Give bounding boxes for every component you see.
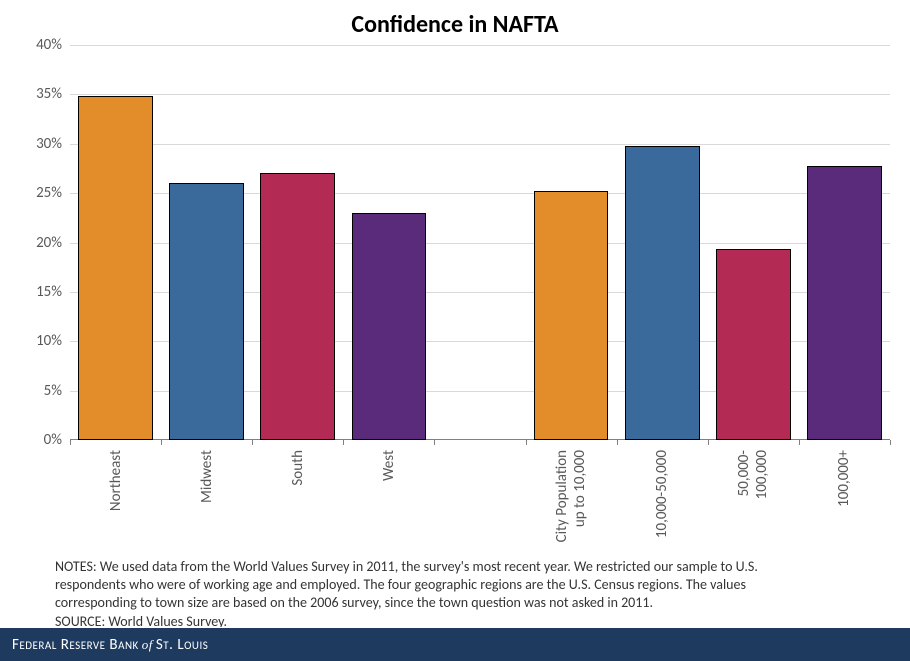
notes-line: NOTES: We used data from the World Value… bbox=[55, 558, 758, 576]
x-axis-label: Northeast bbox=[116, 389, 134, 450]
y-axis-label: 25% bbox=[36, 184, 62, 202]
y-axis-label: 5% bbox=[44, 382, 62, 400]
notes-line: respondents who were of working age and … bbox=[55, 576, 758, 594]
x-axis-label: South bbox=[298, 414, 316, 450]
gridline bbox=[70, 45, 890, 46]
y-axis-label: 0% bbox=[44, 431, 62, 449]
gridline bbox=[70, 94, 890, 95]
footer-org-1: Federal Reserve Bank bbox=[12, 636, 139, 654]
x-axis-label: Midwest bbox=[207, 397, 225, 450]
x-axis-label: 50,000-100,000 bbox=[753, 401, 789, 450]
x-axis-label: 100,000+ bbox=[844, 393, 862, 450]
x-tick bbox=[526, 440, 527, 445]
y-axis-label: 30% bbox=[36, 135, 62, 153]
bar bbox=[260, 173, 335, 440]
footer-bar: Federal Reserve Bank of St. Louis bbox=[0, 627, 910, 661]
x-axis-label: 10,000-50,000 bbox=[662, 362, 680, 450]
chart-title: Confidence in NAFTA bbox=[0, 0, 910, 44]
y-axis-label: 10% bbox=[36, 332, 62, 350]
x-axis-label: West bbox=[389, 419, 407, 450]
y-axis-label: 20% bbox=[36, 234, 62, 252]
x-tick bbox=[343, 440, 344, 445]
y-axis-label: 40% bbox=[36, 36, 62, 54]
notes-line: corresponding to town size are based on … bbox=[55, 594, 758, 612]
x-tick bbox=[890, 440, 891, 445]
gridline bbox=[70, 144, 890, 145]
x-tick bbox=[799, 440, 800, 445]
chart-notes: NOTES: We used data from the World Value… bbox=[55, 558, 758, 631]
x-tick bbox=[252, 440, 253, 445]
footer-org-2: St. Louis bbox=[156, 636, 208, 654]
footer-of: of bbox=[142, 637, 153, 653]
x-tick bbox=[434, 440, 435, 445]
x-axis-label: City Populationup to 10,000 bbox=[571, 358, 607, 450]
plot-area bbox=[70, 45, 890, 440]
x-tick bbox=[708, 440, 709, 445]
x-tick bbox=[617, 440, 618, 445]
x-tick bbox=[161, 440, 162, 445]
x-tick bbox=[70, 440, 71, 445]
bar bbox=[352, 213, 427, 440]
chart-container: Confidence in NAFTA NOTES: We used data … bbox=[0, 0, 910, 627]
y-axis-label: 35% bbox=[36, 85, 62, 103]
y-axis-label: 15% bbox=[36, 283, 62, 301]
